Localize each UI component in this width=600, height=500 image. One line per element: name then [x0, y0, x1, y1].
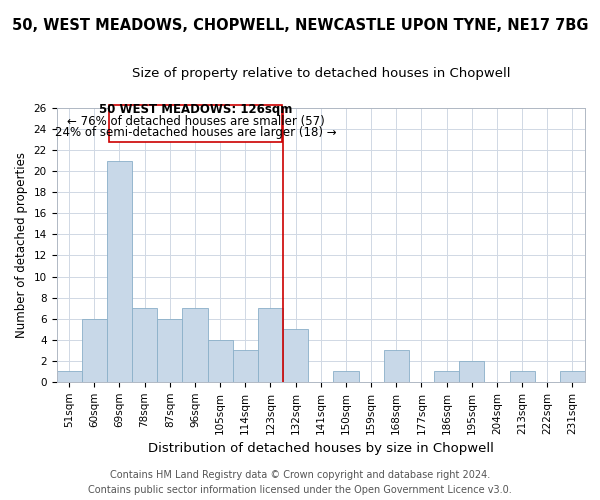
Bar	[509, 372, 535, 382]
Bar	[56, 372, 82, 382]
Text: ← 76% of detached houses are smaller (57): ← 76% of detached houses are smaller (57…	[67, 115, 325, 128]
X-axis label: Distribution of detached houses by size in Chopwell: Distribution of detached houses by size …	[148, 442, 494, 455]
Bar	[208, 340, 233, 382]
Bar	[459, 361, 484, 382]
Bar	[182, 308, 208, 382]
Bar	[82, 318, 107, 382]
Bar	[560, 372, 585, 382]
Bar	[434, 372, 459, 382]
Bar	[258, 308, 283, 382]
Bar	[157, 318, 182, 382]
Text: 50, WEST MEADOWS, CHOPWELL, NEWCASTLE UPON TYNE, NE17 7BG: 50, WEST MEADOWS, CHOPWELL, NEWCASTLE UP…	[12, 18, 588, 32]
Bar	[334, 372, 359, 382]
Bar	[383, 350, 409, 382]
Bar	[107, 160, 132, 382]
Text: 50 WEST MEADOWS: 126sqm: 50 WEST MEADOWS: 126sqm	[99, 103, 292, 116]
Text: 24% of semi-detached houses are larger (18) →: 24% of semi-detached houses are larger (…	[55, 126, 337, 139]
Bar	[233, 350, 258, 382]
Text: Contains HM Land Registry data © Crown copyright and database right 2024.
Contai: Contains HM Land Registry data © Crown c…	[88, 470, 512, 495]
FancyBboxPatch shape	[109, 105, 282, 142]
Bar	[283, 329, 308, 382]
Y-axis label: Number of detached properties: Number of detached properties	[15, 152, 28, 338]
Bar	[132, 308, 157, 382]
Title: Size of property relative to detached houses in Chopwell: Size of property relative to detached ho…	[131, 68, 510, 80]
